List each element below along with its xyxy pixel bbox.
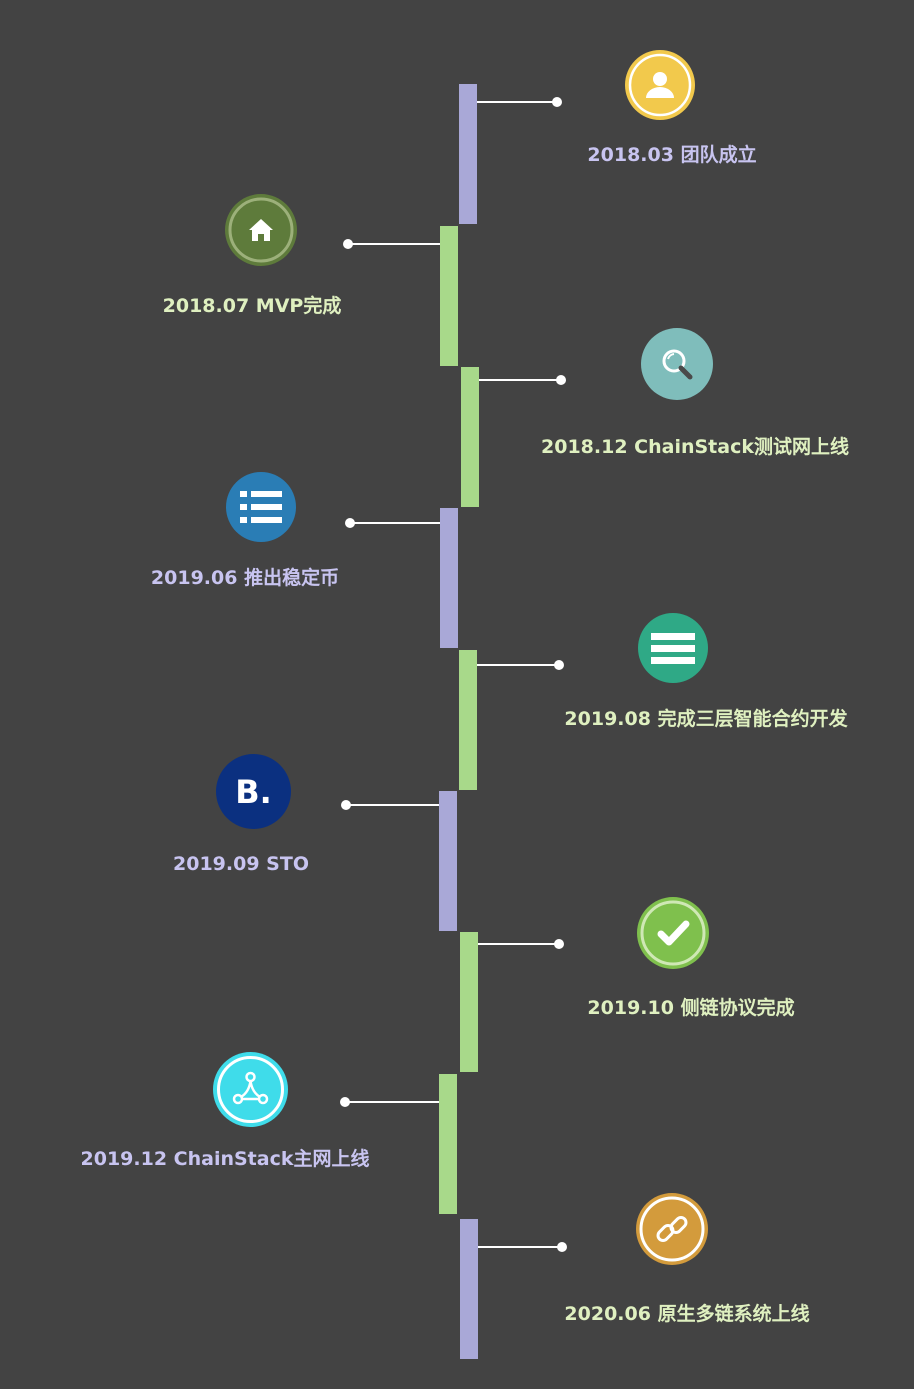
milestone-label: 2019.08 完成三层智能合约开发 [564, 708, 848, 730]
connector-dot [554, 660, 564, 670]
milestone-label: 2019.09 STO [173, 853, 309, 875]
list-icon [226, 472, 296, 542]
timeline-segment-8 [439, 1074, 457, 1214]
milestone-label: 2018.03 团队成立 [587, 144, 757, 166]
milestone-label: 2018.07 MVP完成 [162, 295, 342, 317]
milestone-label: 2019.06 推出稳定币 [150, 567, 340, 589]
connector-dot [557, 1242, 567, 1252]
connector-dot [554, 939, 564, 949]
milestone-label: 2019.12 ChainStack主网上线 [80, 1148, 370, 1170]
connector-line [477, 664, 559, 666]
menu-icon [638, 613, 708, 683]
timeline-segment-7 [460, 932, 478, 1072]
timeline-segment-3 [461, 367, 479, 507]
connector-line [345, 1101, 439, 1103]
connector-line [477, 101, 557, 103]
check-icon [637, 897, 709, 969]
connector-line [478, 1246, 562, 1248]
connector-dot [341, 800, 351, 810]
timeline-segment-2 [440, 226, 458, 366]
booking-b-glyph: B. [235, 772, 272, 811]
connector-dot [345, 518, 355, 528]
milestone-label: 2019.10 侧链协议完成 [587, 997, 795, 1019]
connector-line [478, 943, 559, 945]
connector-line [479, 379, 561, 381]
timeline-segment-6 [439, 791, 457, 931]
booking-b-icon: B. [216, 754, 291, 829]
milestone-label: 2020.06 原生多链系统上线 [564, 1303, 810, 1325]
share-nodes-icon [213, 1052, 288, 1127]
home-icon [225, 194, 297, 266]
connector-dot [343, 239, 353, 249]
connector-line [346, 804, 439, 806]
user-icon [625, 50, 695, 120]
milestone-label: 2018.12 ChainStack测试网上线 [541, 436, 849, 458]
connector-dot [556, 375, 566, 385]
timeline-segment-9 [460, 1219, 478, 1359]
connector-line [348, 243, 440, 245]
timeline-segment-4 [440, 508, 458, 648]
timeline-segment-1 [459, 84, 477, 224]
connector-line [350, 522, 440, 524]
connector-dot [552, 97, 562, 107]
link-icon [636, 1193, 708, 1265]
search-icon [641, 328, 713, 400]
timeline-segment-5 [459, 650, 477, 790]
connector-dot [340, 1097, 350, 1107]
